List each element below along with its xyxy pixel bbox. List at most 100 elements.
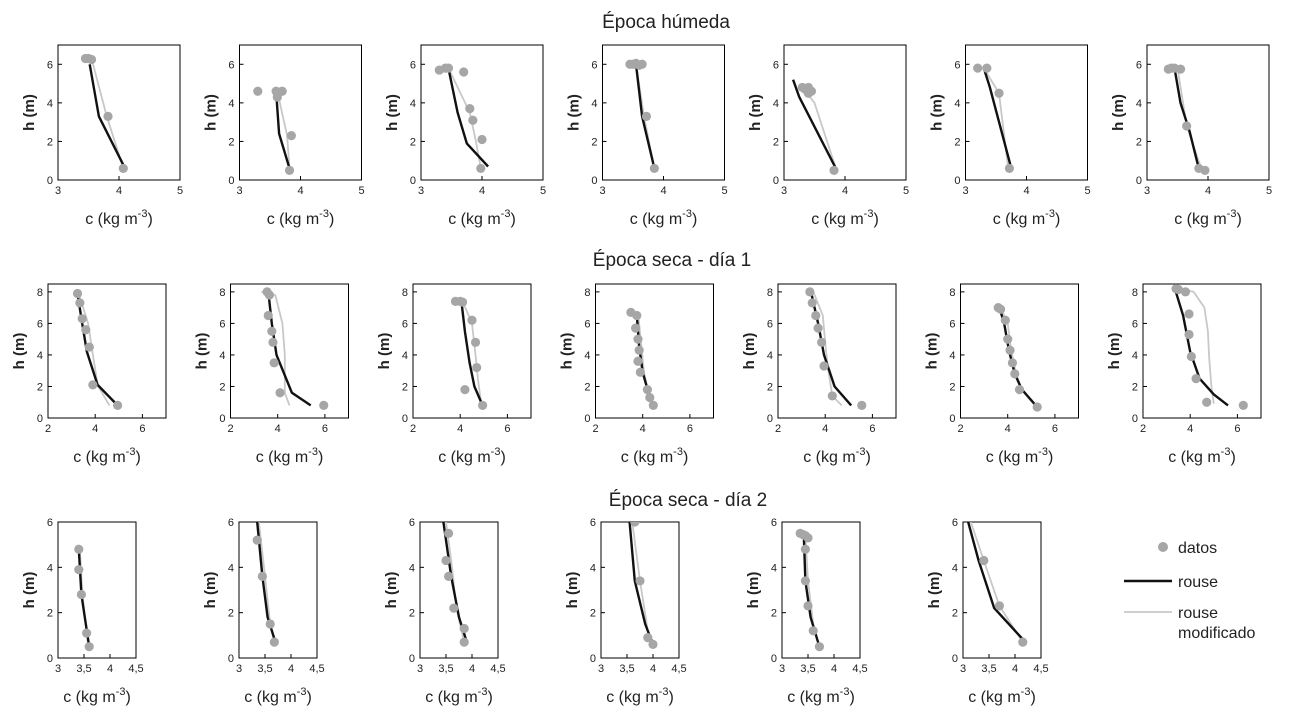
legend-item-rouse: rouse bbox=[1124, 574, 1218, 591]
data-point bbox=[648, 639, 658, 650]
data-point bbox=[1184, 329, 1194, 340]
y-tick-label: 6 bbox=[409, 517, 415, 529]
data-point bbox=[649, 163, 659, 174]
plot-frame bbox=[595, 283, 714, 419]
x-axis-label: c (kg m-3) bbox=[968, 686, 1036, 706]
data-point bbox=[633, 356, 643, 366]
data-point bbox=[265, 619, 275, 629]
y-tick-label: 4 bbox=[952, 562, 958, 574]
x-tick-label: 3,5 bbox=[76, 663, 91, 675]
data-point bbox=[1200, 165, 1210, 175]
data-point bbox=[994, 601, 1005, 611]
data-point bbox=[264, 290, 275, 300]
data-point bbox=[444, 571, 454, 582]
data-point bbox=[1184, 309, 1194, 319]
data-point bbox=[82, 628, 92, 638]
y-tick-label: 8 bbox=[402, 287, 408, 299]
y-tick-label: 2 bbox=[219, 381, 225, 393]
y-tick-label: 0 bbox=[773, 175, 779, 187]
rouse-line bbox=[267, 291, 312, 407]
y-tick-label: 6 bbox=[37, 318, 43, 330]
y-tick-label: 2 bbox=[228, 608, 234, 620]
y-tick-label: 6 bbox=[47, 59, 53, 71]
y-tick-label: 0 bbox=[771, 653, 777, 665]
data-point bbox=[811, 310, 821, 321]
y-tick-label: 2 bbox=[590, 608, 596, 620]
data-point bbox=[642, 385, 653, 395]
x-tick-label: 4 bbox=[842, 185, 848, 197]
y-axis-label: h (m) bbox=[203, 94, 220, 131]
y-tick-label: 2 bbox=[771, 608, 777, 620]
x-tick-label: 3 bbox=[599, 185, 605, 197]
rouse-line bbox=[982, 67, 1013, 169]
y-tick-label: 2 bbox=[1136, 136, 1142, 148]
x-tick-label: 5 bbox=[721, 185, 727, 197]
y-tick-label: 2 bbox=[402, 381, 408, 393]
x-tick-label: 4 bbox=[822, 423, 828, 435]
data-point bbox=[635, 367, 645, 377]
x-tick-label: 4,5 bbox=[671, 663, 686, 675]
x-tick-label: 6 bbox=[1052, 423, 1058, 435]
x-tick-label: 5 bbox=[177, 185, 183, 197]
data-point bbox=[633, 334, 643, 344]
legend-label: datos bbox=[1178, 540, 1217, 557]
data-point bbox=[813, 323, 823, 333]
legend: datos rouse rouse modificado bbox=[1124, 540, 1255, 642]
x-tick-label: 4,5 bbox=[309, 663, 324, 675]
y-tick-label: 4 bbox=[47, 562, 53, 574]
x-tick-label: 4 bbox=[107, 663, 113, 675]
x-tick-label: 4 bbox=[92, 423, 98, 435]
x-tick-label: 6 bbox=[869, 423, 875, 435]
y-tick-label: 0 bbox=[228, 653, 234, 665]
data-point bbox=[76, 589, 86, 600]
x-axis-label: c (kg m-3) bbox=[256, 446, 324, 466]
data-point bbox=[459, 623, 469, 634]
x-tick-label: 3 bbox=[55, 663, 61, 675]
panel-r3-c5: 3 3,5 4 4,5 0 2 4 6 h (m) c (kg m-3) bbox=[745, 517, 868, 706]
row-title-dry-season-day-1: Época seca - día 1 bbox=[593, 250, 751, 271]
data-point bbox=[634, 345, 644, 355]
x-tick-label: 3 bbox=[781, 185, 787, 197]
x-tick-label: 3 bbox=[598, 663, 604, 675]
y-axis-label: h (m) bbox=[566, 94, 583, 131]
y-tick-label: 4 bbox=[228, 562, 234, 574]
data-point bbox=[1202, 397, 1212, 407]
y-tick-label: 6 bbox=[771, 517, 777, 529]
data-point bbox=[641, 111, 652, 121]
panel-r1-c3: 3 4 5 0 2 4 6 h (m) c (kg m-3) bbox=[384, 44, 546, 228]
y-tick-label: 6 bbox=[219, 318, 225, 330]
y-tick-label: 6 bbox=[584, 318, 590, 330]
data-point bbox=[807, 298, 817, 308]
x-axis-label: c (kg m-3) bbox=[621, 446, 689, 466]
data-point bbox=[1032, 402, 1042, 412]
x-tick-label: 3,5 bbox=[619, 663, 634, 675]
plot-frame bbox=[238, 521, 318, 659]
x-tick-label: 3 bbox=[1144, 185, 1150, 197]
y-axis-label: h (m) bbox=[1110, 94, 1127, 131]
y-tick-label: 4 bbox=[228, 98, 234, 110]
rouse-line bbox=[447, 67, 489, 168]
y-tick-label: 6 bbox=[1132, 318, 1138, 330]
y-axis-label: h (m) bbox=[924, 333, 941, 370]
x-tick-label: 5 bbox=[358, 185, 364, 197]
x-axis-label: c (kg m-3) bbox=[63, 686, 131, 706]
y-tick-label: 0 bbox=[219, 413, 225, 425]
x-axis-label: c (kg m-3) bbox=[803, 446, 871, 466]
data-point bbox=[800, 576, 811, 586]
data-point bbox=[449, 603, 459, 613]
y-tick-label: 0 bbox=[584, 413, 590, 425]
plot-frame bbox=[239, 44, 362, 181]
panel-r1-c5: 3 4 5 0 2 4 6 h (m) c (kg m-3) bbox=[747, 44, 909, 228]
y-tick-label: 0 bbox=[410, 175, 416, 187]
data-point bbox=[263, 310, 273, 321]
panel-r1-c6: 3 4 5 0 2 4 6 h (m) c (kg m-3) bbox=[929, 44, 1091, 228]
x-tick-label: 6 bbox=[139, 423, 145, 435]
data-point bbox=[268, 337, 278, 347]
x-tick-label: 4 bbox=[479, 185, 485, 197]
x-axis-label: c (kg m-3) bbox=[438, 446, 506, 466]
